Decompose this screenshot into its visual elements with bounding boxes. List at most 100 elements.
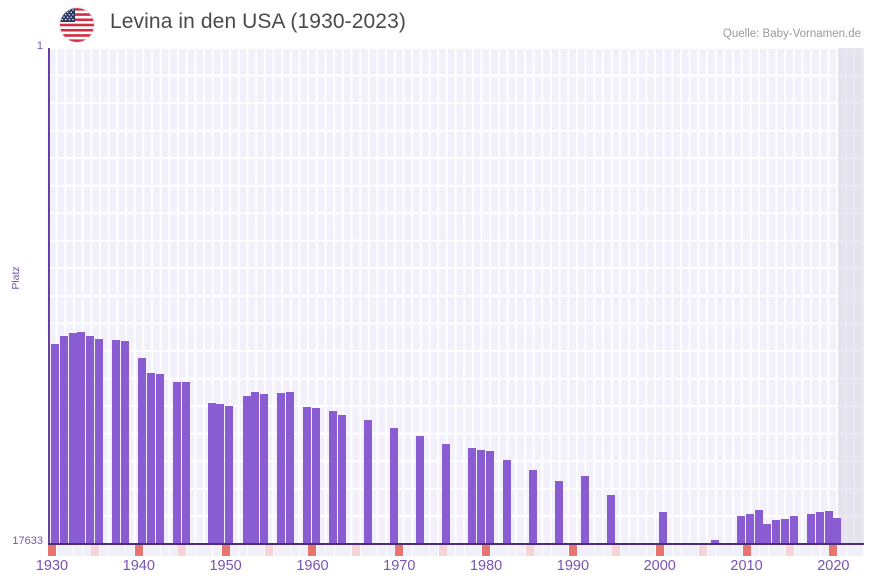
bar-1931[interactable]	[60, 336, 68, 544]
x-tick-1992	[586, 545, 595, 556]
bar-2006[interactable]	[711, 540, 719, 544]
x-tick-1942	[152, 545, 161, 556]
x-tick-1993	[594, 545, 603, 556]
x-tick-1945	[178, 545, 187, 556]
x-tick-2006	[707, 545, 716, 556]
x-tick-1998	[638, 545, 647, 556]
x-tick-2022	[846, 545, 855, 556]
bar-1960[interactable]	[312, 408, 320, 544]
x-tick-1951	[230, 545, 239, 556]
x-axis-ticks	[48, 545, 864, 556]
bar-2019[interactable]	[825, 511, 833, 544]
x-axis-label-1960: 1960	[296, 558, 329, 574]
x-tick-1944	[169, 545, 178, 556]
y-axis-label-top: 1	[36, 40, 43, 52]
x-tick-1969	[386, 545, 395, 556]
bar-1957[interactable]	[286, 392, 294, 544]
bar-1942[interactable]	[156, 374, 164, 544]
x-tick-1957	[282, 545, 291, 556]
bar-2015[interactable]	[790, 516, 798, 544]
x-tick-1958	[291, 545, 300, 556]
bar-1941[interactable]	[147, 373, 155, 544]
bar-1979[interactable]	[477, 450, 485, 544]
x-axis-label-1990: 1990	[556, 558, 590, 574]
bar-2014[interactable]	[781, 519, 789, 544]
x-tick-1950	[221, 545, 230, 556]
bar-2009[interactable]	[737, 516, 745, 544]
bar-1975[interactable]	[442, 444, 450, 544]
x-tick-2015	[785, 545, 794, 556]
x-tick-1982	[499, 545, 508, 556]
x-tick-2008	[725, 545, 734, 556]
y-axis-title: Platz	[10, 266, 22, 290]
x-tick-1946	[186, 545, 195, 556]
x-tick-1997	[629, 545, 638, 556]
x-tick-1934	[82, 545, 91, 556]
x-tick-1971	[403, 545, 412, 556]
x-tick-1940	[134, 545, 143, 556]
bar-1932[interactable]	[69, 333, 77, 544]
bar-1963[interactable]	[338, 415, 346, 544]
bar-1969[interactable]	[390, 428, 398, 544]
bar-2013[interactable]	[772, 520, 780, 544]
bar-1938[interactable]	[121, 341, 129, 544]
x-tick-1996	[621, 545, 629, 556]
x-tick-2001	[664, 545, 673, 556]
x-tick-1949	[212, 545, 221, 556]
bar-1956[interactable]	[277, 393, 285, 544]
bar-1944[interactable]	[173, 382, 181, 544]
bar-1991[interactable]	[581, 476, 589, 544]
x-tick-2017	[803, 545, 812, 556]
x-tick-1985	[525, 545, 534, 556]
bar-1933[interactable]	[77, 332, 85, 544]
x-tick-1966	[360, 545, 369, 556]
bar-1948[interactable]	[208, 403, 216, 544]
bar-1978[interactable]	[468, 448, 476, 544]
bar-1953[interactable]	[251, 392, 259, 544]
bar-2000[interactable]	[659, 512, 667, 544]
bar-2018[interactable]	[816, 512, 824, 544]
bar-1972[interactable]	[416, 436, 424, 544]
x-tick-1961	[317, 545, 326, 556]
bar-1966[interactable]	[364, 420, 372, 544]
bar-1949[interactable]	[216, 404, 224, 544]
bar-1945[interactable]	[182, 382, 190, 544]
bar-2010[interactable]	[746, 514, 754, 544]
x-tick-2000	[655, 545, 664, 556]
x-tick-1938	[117, 545, 126, 556]
bar-1934[interactable]	[86, 336, 94, 544]
x-tick-1999	[647, 545, 656, 556]
bar-1988[interactable]	[555, 481, 563, 544]
bar-1952[interactable]	[243, 396, 251, 544]
bar-2012[interactable]	[763, 524, 771, 544]
bar-2020[interactable]	[833, 518, 841, 544]
x-tick-2021	[838, 545, 847, 556]
bar-1950[interactable]	[225, 406, 233, 544]
x-tick-1937	[108, 545, 117, 556]
bar-1980[interactable]	[486, 451, 494, 544]
x-tick-1973	[421, 545, 430, 556]
x-tick-1990	[568, 545, 577, 556]
bar-1985[interactable]	[529, 470, 537, 544]
x-tick-2009	[733, 545, 742, 556]
x-tick-2002	[673, 545, 682, 556]
bar-1982[interactable]	[503, 460, 511, 544]
bar-1954[interactable]	[260, 394, 268, 544]
bar-1994[interactable]	[607, 495, 615, 544]
bar-2011[interactable]	[755, 510, 763, 544]
bar-1962[interactable]	[329, 411, 337, 544]
x-tick-1989	[560, 545, 569, 556]
y-axis-label-bottom: 17633	[12, 535, 43, 547]
bar-1935[interactable]	[95, 339, 103, 544]
x-tick-2007	[716, 545, 725, 556]
bar-1959[interactable]	[303, 407, 311, 544]
x-tick-1974	[430, 545, 438, 556]
chart-header: Levina in den USA (1930-2023) Quelle: Ba…	[0, 0, 873, 44]
x-tick-1972	[412, 545, 421, 556]
bar-2017[interactable]	[807, 514, 815, 544]
x-tick-1978	[464, 545, 473, 556]
bar-1937[interactable]	[112, 340, 120, 544]
bar-1940[interactable]	[138, 358, 146, 544]
bar-1930[interactable]	[51, 344, 59, 544]
x-tick-2013	[768, 545, 777, 556]
